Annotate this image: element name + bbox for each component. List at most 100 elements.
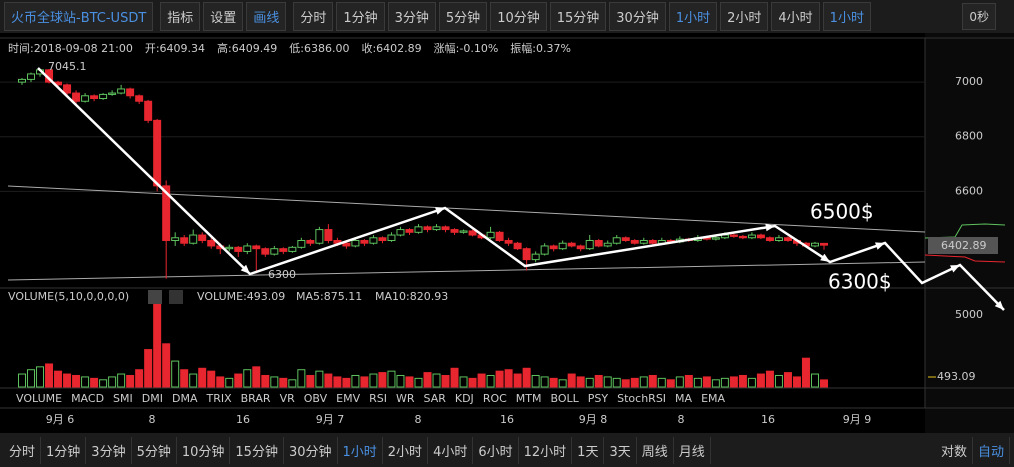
period-button[interactable]: 1小时 xyxy=(338,436,383,464)
period-button[interactable]: 5分钟 xyxy=(438,2,488,31)
volume-bar xyxy=(729,376,738,388)
volume-bar xyxy=(396,374,405,388)
period-button[interactable]: 10分钟 xyxy=(177,436,231,464)
period-button[interactable]: 3分钟 xyxy=(387,2,436,31)
period-dropdown[interactable]: 1小时 xyxy=(822,2,871,31)
ma10-value: MA10:820.93 xyxy=(375,290,448,303)
indicator-tab[interactable]: StochRSI xyxy=(617,392,666,405)
indicator-tab[interactable]: DMI xyxy=(142,392,163,405)
indicator-tab[interactable]: BOLL xyxy=(551,392,580,405)
candle-body xyxy=(171,237,180,241)
indicator-tab[interactable]: RSI xyxy=(369,392,387,405)
period-button[interactable]: 3分钟 xyxy=(86,436,132,464)
candle-body xyxy=(765,237,774,241)
indicator-tab[interactable]: MA xyxy=(675,392,692,405)
tool-button[interactable]: 画线 xyxy=(246,2,287,31)
indicator-tab[interactable]: SMI xyxy=(113,392,133,405)
trend-line xyxy=(7,261,926,281)
candle-body xyxy=(414,226,423,233)
volume-bar xyxy=(234,373,243,388)
indicator-tab[interactable]: TRIX xyxy=(205,392,232,405)
indicator-tab[interactable]: BRAR xyxy=(241,392,271,405)
candle-body xyxy=(153,119,162,187)
indicator-tab[interactable]: EMV xyxy=(336,392,360,405)
period-button[interactable]: 4小时 xyxy=(428,436,474,464)
volume-bar xyxy=(180,369,189,388)
indicator-tab[interactable]: KDJ xyxy=(455,392,474,405)
indicator-tab[interactable]: VOLUME xyxy=(16,392,62,405)
option-button[interactable]: 对数 xyxy=(936,436,973,464)
candle-body xyxy=(387,234,396,241)
option-button[interactable]: 自动 xyxy=(973,436,1010,464)
symbol[interactable]: 火币全球站-BTC-USDT xyxy=(4,2,154,31)
settings-icon xyxy=(148,290,162,304)
period-button[interactable]: 15分钟 xyxy=(549,2,607,31)
info-item: 收:6402.89 xyxy=(361,41,421,55)
candle-body xyxy=(711,237,720,240)
volume-bar xyxy=(297,369,306,388)
period-button[interactable]: 分时 xyxy=(4,436,42,464)
volume-bar xyxy=(225,377,234,388)
volume-bar xyxy=(576,376,585,388)
indicator-tab[interactable]: VR xyxy=(280,392,296,405)
candle-body xyxy=(90,95,99,100)
period-button[interactable]: 30分钟 xyxy=(284,436,338,464)
ma5-value: MA5:875.11 xyxy=(296,290,362,303)
candle-body xyxy=(342,242,351,247)
volume-bar xyxy=(324,373,333,388)
volume-bar xyxy=(666,379,675,388)
x-tick-label: 8 xyxy=(149,413,156,426)
candle-body xyxy=(486,231,495,239)
volume-bar xyxy=(261,374,270,388)
indicator-tab[interactable]: PSY xyxy=(588,392,609,405)
volume-bar xyxy=(594,374,603,388)
toolbar: 火币全球站-BTC-USDT 指标 设置 画线 分时 1分钟 3分钟 5分钟 10分钟 15分钟 3… xyxy=(0,0,1014,33)
candle-body xyxy=(378,237,387,241)
candle-body xyxy=(630,239,639,244)
indicator-tab[interactable]: OBV xyxy=(304,392,328,405)
volume-bar xyxy=(90,377,99,388)
volume-title: VOLUME(5,10,0,0,0,0) xyxy=(8,290,129,303)
period-button[interactable]: 2小时 xyxy=(383,436,429,464)
volume-bar xyxy=(198,367,207,388)
volume-bar xyxy=(603,376,612,388)
volume-bar xyxy=(351,374,360,388)
indicator-tab[interactable]: MTM xyxy=(516,392,542,405)
period-button[interactable]: 3天 xyxy=(604,436,637,464)
period-button[interactable]: 1天 xyxy=(572,436,605,464)
period-button[interactable]: 30分钟 xyxy=(609,2,666,31)
candle-body xyxy=(135,95,144,102)
period-button[interactable]: 10分钟 xyxy=(490,2,547,31)
period-button[interactable]: 2小时 xyxy=(720,2,769,31)
tool-button[interactable]: 设置 xyxy=(203,2,244,31)
period-button[interactable]: 1小时 xyxy=(668,2,718,31)
period-button[interactable]: 周线 xyxy=(637,436,674,464)
volume-bar xyxy=(504,369,513,388)
period-button[interactable]: 1分钟 xyxy=(41,436,87,464)
period-button[interactable]: 1分钟 xyxy=(336,2,385,31)
indicator-tab[interactable]: MACD xyxy=(71,392,104,405)
period-button[interactable]: 月线 xyxy=(674,436,711,464)
volume-bar xyxy=(333,376,342,388)
indicator-tab[interactable]: WR xyxy=(396,392,415,405)
indicator-tab[interactable]: ROC xyxy=(483,392,507,405)
candle-body xyxy=(594,239,603,247)
candle-body xyxy=(63,84,72,94)
period-button[interactable]: 15分钟 xyxy=(230,436,284,464)
volume-bar xyxy=(243,369,252,388)
period-button[interactable]: 4小时 xyxy=(771,2,820,31)
depth-line xyxy=(924,254,1006,263)
candle-body xyxy=(820,242,828,246)
volume-bar xyxy=(747,377,756,388)
period-button[interactable]: 5分钟 xyxy=(132,436,177,464)
candle-body xyxy=(225,246,234,250)
indicator-tab[interactable]: DMA xyxy=(172,392,198,405)
indicator-tab[interactable]: SAR xyxy=(424,392,447,405)
period-button[interactable]: 分时 xyxy=(293,2,334,31)
indicator-tab[interactable]: EMA xyxy=(701,392,725,405)
candle-body xyxy=(198,234,207,241)
volume-bar xyxy=(108,376,117,388)
tool-button[interactable]: 指标 xyxy=(160,2,201,31)
period-button[interactable]: 6小时 xyxy=(473,436,519,464)
period-button[interactable]: 12小时 xyxy=(519,436,573,464)
